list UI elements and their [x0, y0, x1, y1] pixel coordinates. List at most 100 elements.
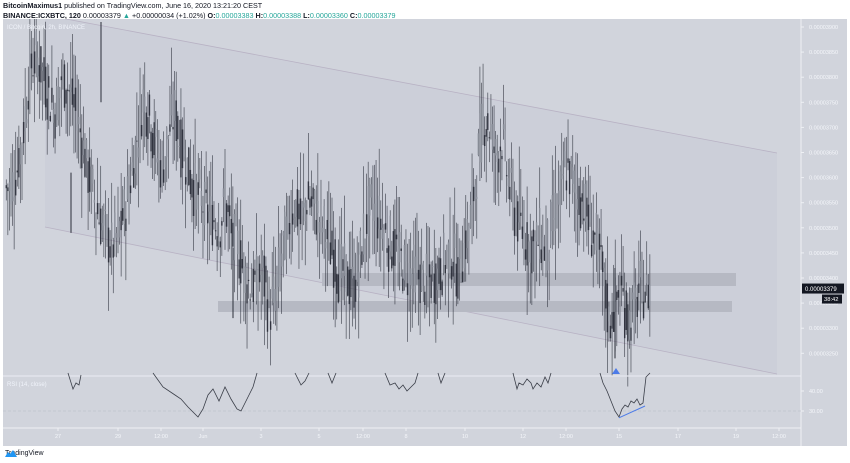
time-axis-label: Jun — [199, 434, 208, 440]
candle-body — [85, 139, 88, 159]
candle-body — [48, 76, 50, 88]
chart-area[interactable]: 0.00003900 0.00003850 0.00003800 0.00003750… — [3, 19, 847, 446]
candle-body — [70, 87, 72, 93]
candle-body — [99, 208, 102, 244]
candle-body — [189, 169, 192, 195]
candle-body — [432, 266, 434, 268]
candle-body — [409, 268, 412, 286]
candle-body — [177, 115, 179, 140]
candle-body — [115, 233, 118, 238]
tradingview-cloud-icon — [5, 450, 17, 457]
candle-body — [594, 232, 596, 235]
candle-body — [600, 245, 602, 247]
candle-body — [21, 146, 23, 154]
candle-body — [295, 200, 297, 218]
last-price: 0.00003379 — [82, 10, 121, 20]
price-chart[interactable]: 0.00003900 0.00003850 0.00003800 0.00003750… — [3, 19, 847, 446]
candle-body — [370, 184, 373, 198]
candle-body — [153, 122, 155, 156]
candle-body — [19, 144, 22, 165]
time-axis-label: 12 — [520, 434, 526, 440]
candle-body — [387, 245, 390, 272]
candle-body — [369, 178, 371, 216]
candle-body — [447, 242, 450, 274]
candle-body — [392, 231, 395, 266]
candle-body — [167, 135, 170, 140]
support-box-lower[interactable] — [218, 301, 732, 312]
candle-body — [573, 170, 576, 193]
candle-body — [170, 94, 173, 116]
candle-body — [524, 249, 527, 260]
close-value: 0.00003379 — [357, 10, 396, 20]
candle-body — [622, 288, 624, 292]
candle-body — [342, 259, 344, 271]
candle-body — [296, 189, 299, 227]
candle-body — [452, 261, 454, 277]
candle-body — [60, 76, 63, 81]
candle-body — [249, 299, 251, 301]
price-axis-label: 0.00003700 — [809, 125, 838, 131]
candle-body — [27, 100, 30, 110]
price-axis-label: 0.00003300 — [809, 326, 838, 332]
candle-body — [554, 192, 557, 232]
candle-body — [93, 199, 96, 203]
candle-body — [49, 115, 52, 122]
candle-body — [413, 244, 415, 269]
candle-body — [649, 284, 651, 306]
channel-upper-line[interactable] — [45, 19, 778, 154]
candle-body — [490, 125, 492, 128]
rsi-line — [512, 372, 552, 391]
candle-body — [384, 223, 387, 230]
candle-body — [630, 327, 632, 341]
candle-body — [136, 140, 138, 142]
candle-body — [16, 170, 18, 173]
tradingview-logo[interactable]: TradingView — [5, 450, 44, 457]
candle-body — [98, 222, 100, 224]
candle-body — [639, 261, 642, 278]
candle-body — [191, 178, 193, 198]
candle-body — [406, 283, 409, 296]
author-name[interactable]: BitcoinMaximus1 — [3, 1, 63, 10]
candle-body — [310, 196, 313, 207]
candle-body — [243, 258, 245, 281]
candle-body — [405, 254, 407, 262]
candle-body — [364, 238, 366, 245]
candle-body — [175, 100, 177, 142]
candle-body — [326, 219, 328, 240]
time-axis-label: 5 — [317, 434, 320, 440]
candle-body — [543, 246, 546, 261]
candle-body — [482, 107, 484, 130]
candle-body — [90, 166, 92, 194]
candle-body — [258, 263, 261, 283]
candle-body — [68, 90, 70, 92]
candle-body — [372, 209, 374, 219]
candle-body — [380, 218, 382, 230]
bullish-divergence-line[interactable] — [618, 405, 646, 419]
candle-body — [597, 228, 599, 262]
candle-body — [433, 273, 435, 303]
candle-body — [5, 185, 7, 189]
candle-body — [306, 209, 308, 215]
candle-body — [199, 169, 201, 180]
price-axis-label: 0.00003650 — [809, 151, 838, 157]
candle-body — [210, 196, 212, 206]
candle-body — [491, 124, 494, 150]
candle-body — [425, 253, 428, 276]
low-label: L: — [303, 10, 310, 20]
candle-body — [181, 129, 184, 169]
candle-body — [37, 57, 39, 77]
candle-body — [280, 253, 283, 267]
candle-body — [180, 119, 182, 178]
candle-body — [7, 187, 9, 192]
candle-body — [496, 153, 498, 163]
candle-body — [513, 207, 516, 236]
time-axis-label: 12:00 — [154, 434, 168, 440]
candle-body — [545, 244, 547, 260]
candle-body — [260, 274, 262, 282]
candle-body — [202, 211, 204, 213]
candle-body — [229, 205, 231, 217]
candle-body — [240, 240, 242, 284]
candle-body — [195, 180, 198, 210]
candle-body — [620, 275, 623, 286]
candle-body — [114, 212, 116, 240]
